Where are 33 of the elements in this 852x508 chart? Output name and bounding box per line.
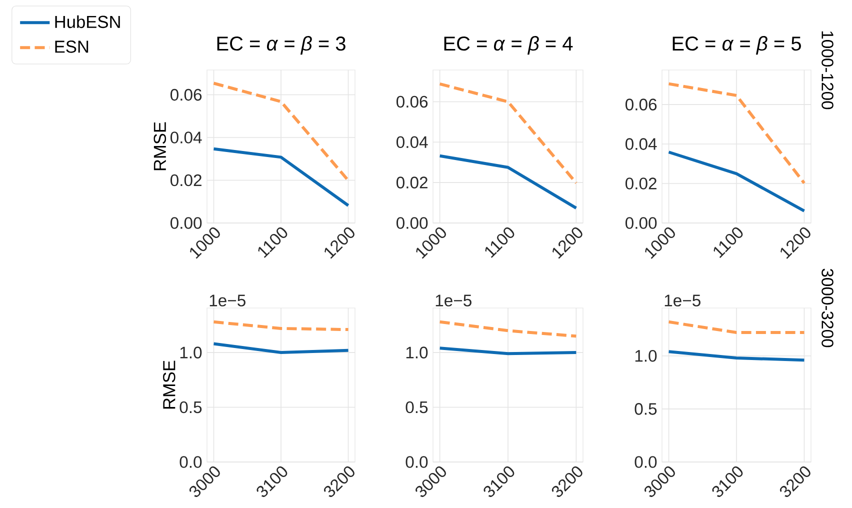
chart-title: EC = α = β = 5 bbox=[672, 36, 801, 55]
y-tick-label: 0.04 bbox=[396, 136, 428, 148]
legend-label: HubESN bbox=[55, 15, 120, 28]
y-tick-label: 0.06 bbox=[170, 88, 202, 101]
y2-axis-title: 1000-1200 bbox=[822, 31, 834, 110]
y-tick-label: 0.04 bbox=[626, 138, 657, 150]
y-tick-label: 0.5 bbox=[180, 401, 202, 414]
legend-label: ESN bbox=[55, 40, 88, 53]
y-tick-label: 1.0 bbox=[406, 346, 428, 358]
y-tick-label: 0.00 bbox=[626, 217, 657, 229]
y2-axis-title: 3000-3200 bbox=[822, 268, 834, 348]
y-tick-label: 0.00 bbox=[396, 217, 428, 229]
y-tick-label: 0.5 bbox=[406, 401, 428, 414]
chart-title: EC = α = β = 4 bbox=[444, 36, 573, 55]
y-tick-label: 0.0 bbox=[180, 456, 202, 468]
y-tick-label: 0.0 bbox=[634, 456, 657, 468]
y-tick-label: 0.06 bbox=[396, 96, 428, 108]
y-tick-label: 0.00 bbox=[170, 217, 202, 229]
text: 1e−5 bbox=[210, 294, 246, 306]
y-axis-title: RMSE bbox=[154, 122, 166, 170]
y-axis-title: RMSE bbox=[163, 360, 176, 409]
y-tick-label: 0.5 bbox=[634, 403, 657, 415]
y-tick-label: 1.0 bbox=[180, 346, 202, 358]
y-tick-label: 1.0 bbox=[635, 350, 657, 362]
y-tick-label: 0.0 bbox=[406, 456, 428, 468]
chart-title: EC = α = β = 3 bbox=[217, 36, 346, 55]
text: 1e−5 bbox=[664, 294, 700, 306]
y-tick-label: 0.02 bbox=[170, 174, 202, 186]
y-tick-label: 0.06 bbox=[626, 98, 657, 110]
y-tick-label: 0.02 bbox=[396, 176, 428, 188]
text: 1e−5 bbox=[436, 294, 472, 306]
y-tick-label: 0.02 bbox=[626, 178, 656, 190]
y-tick-label: 0.04 bbox=[170, 132, 202, 144]
